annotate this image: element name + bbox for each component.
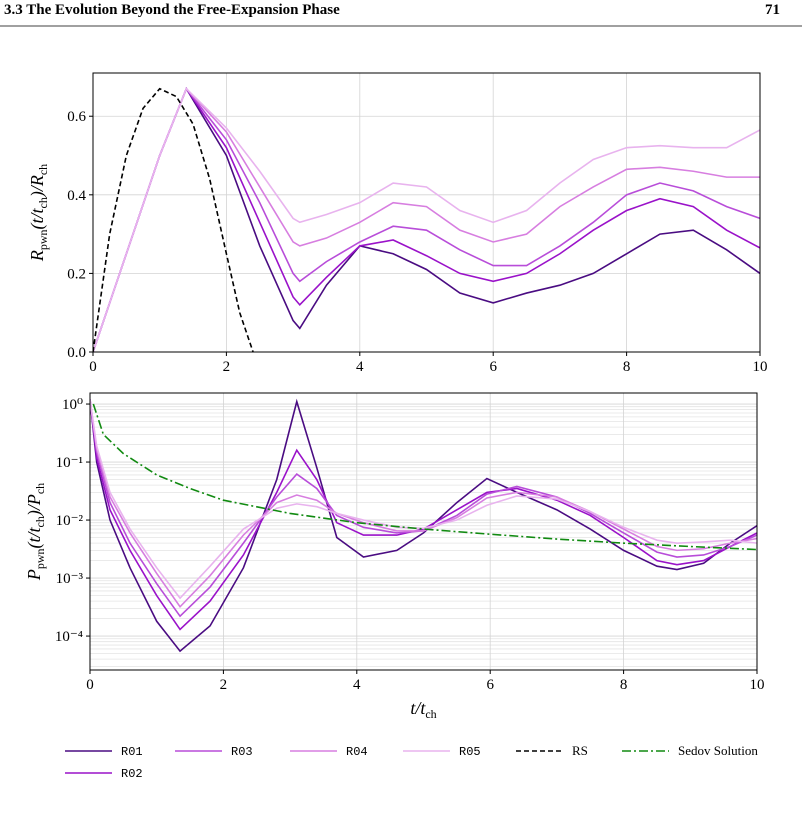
y-axis-label-part: P: [24, 569, 44, 581]
x-axis-label-sub: ch: [425, 707, 436, 721]
y-axis-label-part: )/P: [24, 494, 45, 517]
legend-label: RS: [572, 743, 588, 758]
y-axis-label-sub: pwn: [33, 548, 47, 569]
series-line: [90, 399, 757, 600]
x-tick-label: 4: [353, 677, 361, 693]
series-line: [90, 399, 757, 609]
y-axis-label-sub: ch: [36, 197, 50, 208]
y-tick-label: 0.6: [67, 109, 86, 125]
section-title: 3.3 The Evolution Beyond the Free-Expans…: [4, 2, 340, 18]
series-line: [93, 87, 760, 352]
legend-label: R02: [121, 767, 143, 781]
y-axis-label-part: R: [27, 250, 47, 262]
x-tick-label: 8: [623, 359, 631, 375]
y-axis-label-sub: ch: [33, 516, 47, 527]
y-tick-label: 0.4: [67, 188, 86, 204]
axes-frame: [92, 72, 761, 353]
y-axis-label: Rpwn(t/tch)/Rch: [27, 164, 50, 262]
legend-label: Sedov Solution: [678, 743, 758, 758]
legend-label: R05: [459, 745, 481, 759]
y-axis-label-part: (t/t: [27, 207, 48, 229]
y-axis-label-sub: ch: [36, 164, 50, 175]
series-line: [93, 87, 254, 352]
x-tick-label: 2: [223, 359, 231, 375]
y-tick-label: 10⁻²: [56, 513, 84, 529]
series-line: [93, 87, 760, 352]
x-axis-label: t/tch: [410, 698, 436, 721]
x-tick-label: 0: [89, 359, 97, 375]
x-tick-label: 6: [486, 677, 494, 693]
y-axis-label-sub: ch: [33, 483, 47, 494]
x-tick-label: 2: [220, 677, 228, 693]
x-tick-label: 4: [356, 359, 364, 375]
x-axis-label-part: t/t: [410, 698, 426, 718]
series-line: [90, 399, 757, 618]
axes-frame: [89, 392, 758, 671]
y-axis-label-part: (t/t: [24, 526, 45, 548]
y-tick-label: 10⁰: [62, 397, 83, 413]
series-line: [93, 86, 760, 352]
y-axis-label-sub: pwn: [36, 229, 50, 250]
y-tick-label: 0.0: [67, 345, 86, 361]
series-line: [93, 87, 760, 352]
x-tick-label: 8: [620, 677, 628, 693]
series-line: [90, 398, 757, 653]
y-tick-label: 10⁻³: [56, 571, 84, 587]
y-tick-label: 0.2: [67, 266, 86, 282]
x-tick-label: 10: [750, 677, 765, 693]
legend-label: R03: [231, 745, 253, 759]
y-axis-label-part: )/R: [27, 175, 48, 198]
y-tick-label: 10⁻¹: [56, 455, 83, 471]
y-tick-label: 10⁻⁴: [55, 629, 83, 645]
x-tick-label: 0: [86, 677, 94, 693]
y-axis-label: Ppwn(t/tch)/Pch: [24, 483, 47, 581]
legend-label: R01: [121, 745, 143, 759]
page-number: 71: [765, 2, 780, 18]
legend-label: R04: [346, 745, 368, 759]
series-line: [92, 403, 757, 551]
x-tick-label: 10: [753, 359, 768, 375]
series-line: [90, 399, 757, 631]
series-line: [93, 87, 760, 352]
x-tick-label: 6: [489, 359, 497, 375]
